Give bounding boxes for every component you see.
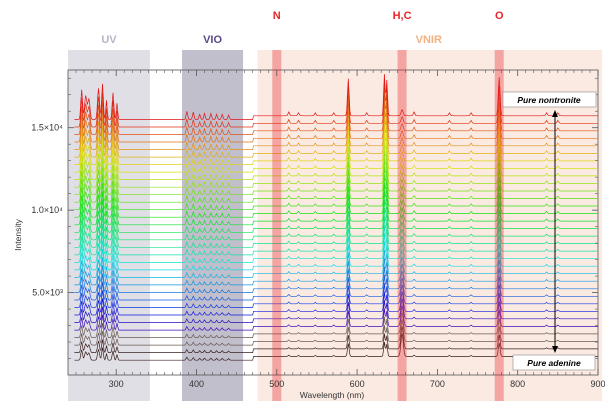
x-tick-label: 700 <box>430 379 445 389</box>
spectrum-series-33 <box>74 74 598 120</box>
region-vio-band <box>182 50 244 401</box>
x-tick-label: 900 <box>590 379 605 389</box>
emission-line-o <box>494 50 504 401</box>
x-tick-label: 800 <box>510 379 525 389</box>
annotation-pure-adenine: Pure adenine <box>527 358 581 368</box>
x-tick-label: 500 <box>269 379 284 389</box>
spectrum-series-5 <box>74 305 598 331</box>
spectrum-series-12 <box>74 249 598 278</box>
spectrum-series-15 <box>74 224 598 256</box>
spectrum-series-11 <box>74 258 598 286</box>
spectrum-series-30 <box>74 99 598 143</box>
y-tick-label: 1.5×10⁴ <box>31 123 63 133</box>
emission-line-n <box>272 50 282 401</box>
spectrum-series-22 <box>74 166 598 203</box>
spectrum-series-25 <box>74 140 598 180</box>
spectrum-series-4 <box>74 312 598 339</box>
x-tick-label: 600 <box>350 379 365 389</box>
spectrum-series-8 <box>74 283 598 309</box>
spectrum-series-23 <box>74 157 598 196</box>
x-tick-label: 300 <box>109 379 124 389</box>
y-tick-label: 5.0×10³ <box>32 288 63 298</box>
spectrum-series-13 <box>74 241 598 271</box>
y-axis-title: Intensity <box>13 218 23 250</box>
annotation-box-top <box>502 91 597 108</box>
spectrum-series-17 <box>74 207 598 241</box>
spectrum-series-20 <box>74 182 598 218</box>
spectrum-series-32 <box>74 82 598 128</box>
annotation-pure-nontronite: Pure nontronite <box>517 95 581 105</box>
emission-line-label-o: O <box>495 10 504 22</box>
spectrum-series-21 <box>74 174 598 211</box>
x-tick-label: 400 <box>189 379 204 389</box>
y-tick-label: 1.0×10⁴ <box>31 205 63 215</box>
spectrum-series-3 <box>74 319 598 346</box>
x-axis-title: Wavelength (nm) <box>300 390 365 400</box>
spectrum-series-18 <box>74 199 598 233</box>
arrow-head-up <box>552 110 558 117</box>
region-vnir-band <box>257 50 603 401</box>
emission-line-h-c <box>397 50 407 401</box>
spectrum-series-14 <box>74 233 598 263</box>
spectrum-series-29 <box>74 107 598 150</box>
spectrum-series-24 <box>74 149 598 188</box>
emission-line-label-n: N <box>273 10 281 22</box>
spectrum-series-10 <box>74 266 598 293</box>
spectrum-series-27 <box>74 124 598 166</box>
region-label-vnir: VNIR <box>416 34 442 46</box>
arrow-head-down <box>552 346 558 353</box>
region-label-vio: VIO <box>203 34 222 46</box>
spectrum-series-31 <box>74 90 598 135</box>
spectrum-series-6 <box>74 298 598 324</box>
emission-line-label-h-c: H,C <box>393 10 412 22</box>
region-label-uv: UV <box>101 34 117 46</box>
spectrum-series-26 <box>74 132 598 173</box>
annotation-box-bottom <box>512 354 596 371</box>
spectrum-series-19 <box>74 191 598 226</box>
spectrum-series-28 <box>74 115 598 158</box>
spectrum-series-2 <box>74 326 598 354</box>
spectrum-series-7 <box>74 291 598 316</box>
spectrum-series-16 <box>74 216 598 248</box>
spectrum-series-1 <box>74 333 598 361</box>
spectrum-series-9 <box>74 274 598 301</box>
